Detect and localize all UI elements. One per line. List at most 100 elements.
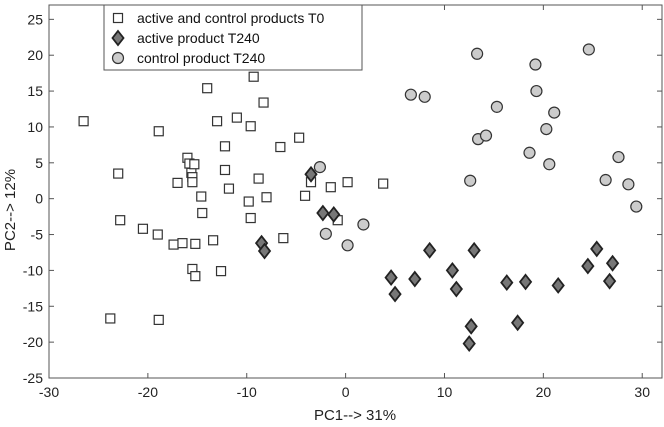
y-tick-label: 5: [35, 155, 43, 171]
axes: -30 -20 -10 0 10 20 30 -25 -20 -15 -10 -5 0 5 10 15 20 25: [23, 5, 662, 400]
data-point-square: [261, 192, 272, 203]
data-point-square: [115, 215, 126, 226]
data-point-diamond: [388, 285, 402, 303]
y-tick-label: -15: [23, 298, 43, 314]
data-point-diamond: [511, 314, 525, 332]
data-point-diamond: [590, 240, 604, 258]
data-point-circle: [599, 173, 612, 187]
data-point-square: [219, 141, 231, 152]
data-point-circle: [582, 43, 595, 56]
data-point-circle: [404, 88, 417, 101]
data-point-diamond: [464, 317, 478, 335]
data-point-square: [231, 112, 242, 123]
x-tick-label: 20: [536, 384, 552, 400]
data-point-diamond: [602, 272, 617, 290]
data-point-diamond: [449, 280, 463, 298]
data-point-square: [342, 177, 353, 188]
data-point-square: [105, 313, 116, 324]
data-point-square: [248, 71, 259, 82]
series-circle: [313, 43, 643, 252]
data-point-square: [197, 207, 208, 219]
data-point-square: [243, 196, 254, 207]
legend-box: [103, 4, 363, 71]
data-point-square: [219, 164, 231, 176]
data-point-square: [258, 97, 269, 108]
data-point-square: [190, 271, 201, 282]
x-tick-label: 30: [634, 384, 650, 400]
data-point-square: [153, 314, 164, 325]
data-point-square: [275, 141, 286, 153]
data-point-diamond: [518, 273, 533, 291]
data-point-diamond: [327, 205, 341, 223]
x-tick-label: -30: [39, 384, 59, 400]
data-point-circle: [479, 129, 493, 142]
y-tick-label: -20: [23, 334, 43, 350]
data-point-square: [137, 223, 149, 234]
x-tick-label: -20: [138, 384, 158, 400]
data-point-square: [215, 266, 227, 277]
data-point-square: [153, 126, 164, 137]
data-point-square: [253, 173, 264, 184]
y-tick-label: 10: [27, 119, 43, 135]
legend-label: active product T240: [137, 30, 260, 46]
data-point-circle: [471, 47, 484, 60]
data-point-circle: [622, 178, 635, 191]
data-point-square: [245, 121, 256, 132]
x-tick-label: 10: [437, 384, 453, 400]
y-tick-label: -5: [31, 227, 44, 243]
data-point-diamond: [467, 241, 481, 259]
y-axis-label: PC2--> 12%: [2, 169, 19, 251]
data-point-circle: [490, 100, 503, 113]
data-point-circle: [612, 150, 625, 164]
data-point-circle: [529, 58, 542, 71]
data-point-diamond: [445, 261, 460, 279]
y-tick-label: 25: [27, 11, 43, 27]
data-point-circle: [464, 174, 477, 187]
legend-label: active and control products T0: [137, 10, 325, 26]
data-point-square: [172, 177, 183, 188]
data-points: [78, 43, 643, 353]
y-tick-label: -10: [23, 262, 43, 278]
legend-marker-diamond: [111, 29, 125, 47]
legend-label: control product T240: [137, 50, 265, 66]
data-point-diamond: [551, 277, 565, 294]
y-tick-label: 15: [27, 83, 43, 99]
data-point-diamond: [304, 165, 318, 183]
data-point-circle: [540, 122, 553, 136]
data-point-circle: [530, 84, 543, 98]
data-point-square: [245, 212, 256, 224]
data-point-diamond: [408, 270, 422, 288]
data-point-circle: [418, 90, 431, 103]
data-point-square: [278, 233, 289, 244]
data-point-diamond: [605, 254, 620, 272]
data-point-diamond: [500, 274, 514, 292]
data-point-square: [78, 116, 89, 127]
y-tick-label: 0: [35, 191, 43, 207]
data-point-diamond: [462, 335, 476, 353]
data-point-square: [223, 183, 235, 194]
legend-marker-circle: [111, 51, 125, 65]
y-tick-label: 20: [27, 47, 43, 63]
data-point-circle: [543, 158, 556, 171]
data-point-square: [190, 238, 201, 249]
y-tick-label: -25: [23, 370, 43, 386]
x-tick-label: 0: [342, 384, 350, 400]
data-point-diamond: [423, 241, 437, 259]
data-point-circle: [523, 146, 536, 159]
legend-marker-square: [112, 12, 124, 24]
data-point-diamond: [316, 204, 330, 222]
series-diamond: [254, 165, 620, 353]
data-point-square: [152, 229, 163, 240]
data-point-square: [189, 159, 200, 170]
data-point-diamond: [384, 269, 398, 287]
data-point-square: [113, 168, 124, 179]
data-point-circle: [341, 239, 354, 252]
data-point-square: [294, 132, 305, 143]
data-point-diamond: [581, 257, 595, 275]
data-point-square: [196, 191, 207, 202]
data-point-circle: [357, 218, 370, 231]
x-axis-label: PC1--> 31%: [314, 407, 396, 424]
data-point-square: [378, 178, 389, 189]
data-point-circle: [548, 106, 561, 119]
